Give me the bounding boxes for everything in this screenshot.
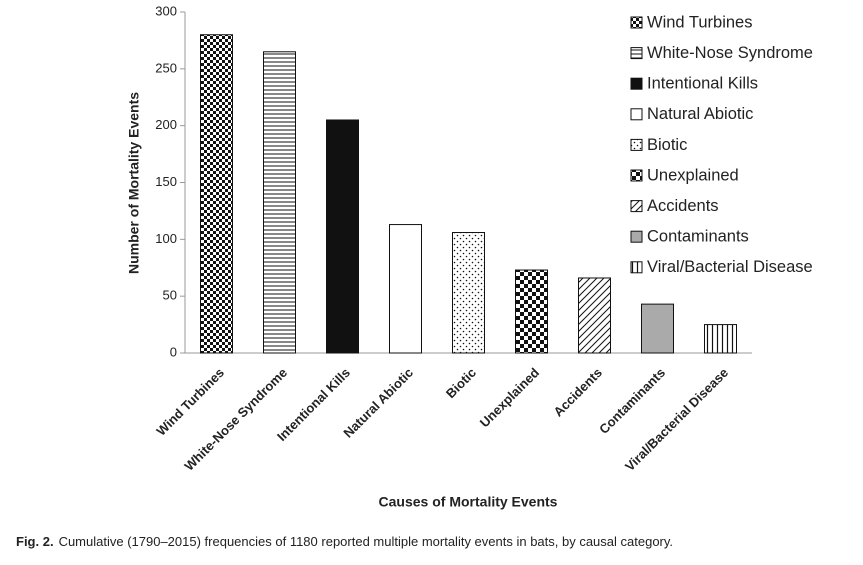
y-tick-label: 300 <box>155 3 177 18</box>
bar <box>641 303 674 354</box>
caption-text: Cumulative (1790–2015) frequencies of 11… <box>59 534 673 549</box>
bar <box>263 51 296 354</box>
x-tick-label: Accidents <box>551 365 606 420</box>
x-tick-label: Viral/Bacterial Disease <box>622 365 731 474</box>
y-tick-label: 100 <box>155 231 177 246</box>
legend-label: Wind Turbines <box>647 13 752 31</box>
bar <box>578 277 611 354</box>
legend-label: Natural Abiotic <box>647 105 753 123</box>
y-axis-title: Number of Mortality Events <box>126 92 142 274</box>
legend-swatch <box>630 261 643 274</box>
y-tick-label: 250 <box>155 60 177 75</box>
y-tick-label: 0 <box>170 344 177 359</box>
legend-label: Contaminants <box>647 228 749 246</box>
legend-label: Viral/Bacterial Disease <box>647 258 813 276</box>
bar <box>326 119 359 354</box>
legend-label: Accidents <box>647 197 719 215</box>
x-axis-title: Causes of Mortality Events <box>379 494 558 510</box>
legend-label: White-Nose Syndrome <box>647 44 813 62</box>
y-tick-label: 50 <box>163 288 177 303</box>
bar <box>704 324 737 354</box>
legend-swatch <box>630 200 643 213</box>
x-tick-label: Biotic <box>443 365 479 401</box>
legend-swatch <box>630 108 643 121</box>
caption: Fig. 2. Cumulative (1790–2015) frequencie… <box>16 534 673 549</box>
legend-swatch <box>630 77 643 90</box>
x-tick-label: Contaminants <box>596 365 668 437</box>
legend-swatch <box>630 47 643 60</box>
legend-swatch <box>630 138 643 151</box>
legend-swatch <box>630 230 643 243</box>
x-tick-label: Unexplained <box>477 365 542 430</box>
legend-swatch <box>630 169 643 182</box>
bar <box>389 224 422 354</box>
bar <box>515 269 548 354</box>
y-tick-label: 150 <box>155 174 177 189</box>
caption-label: Fig. 2. <box>16 534 54 549</box>
y-tick-label: 200 <box>155 117 177 132</box>
x-tick-label: White-Nose Syndrome <box>181 365 290 474</box>
legend-label: Biotic <box>647 136 687 154</box>
bar <box>452 232 485 354</box>
legend-label: Unexplained <box>647 166 739 184</box>
legend-label: Intentional Kills <box>647 75 758 93</box>
bar <box>200 34 233 354</box>
legend-swatch <box>630 16 643 29</box>
